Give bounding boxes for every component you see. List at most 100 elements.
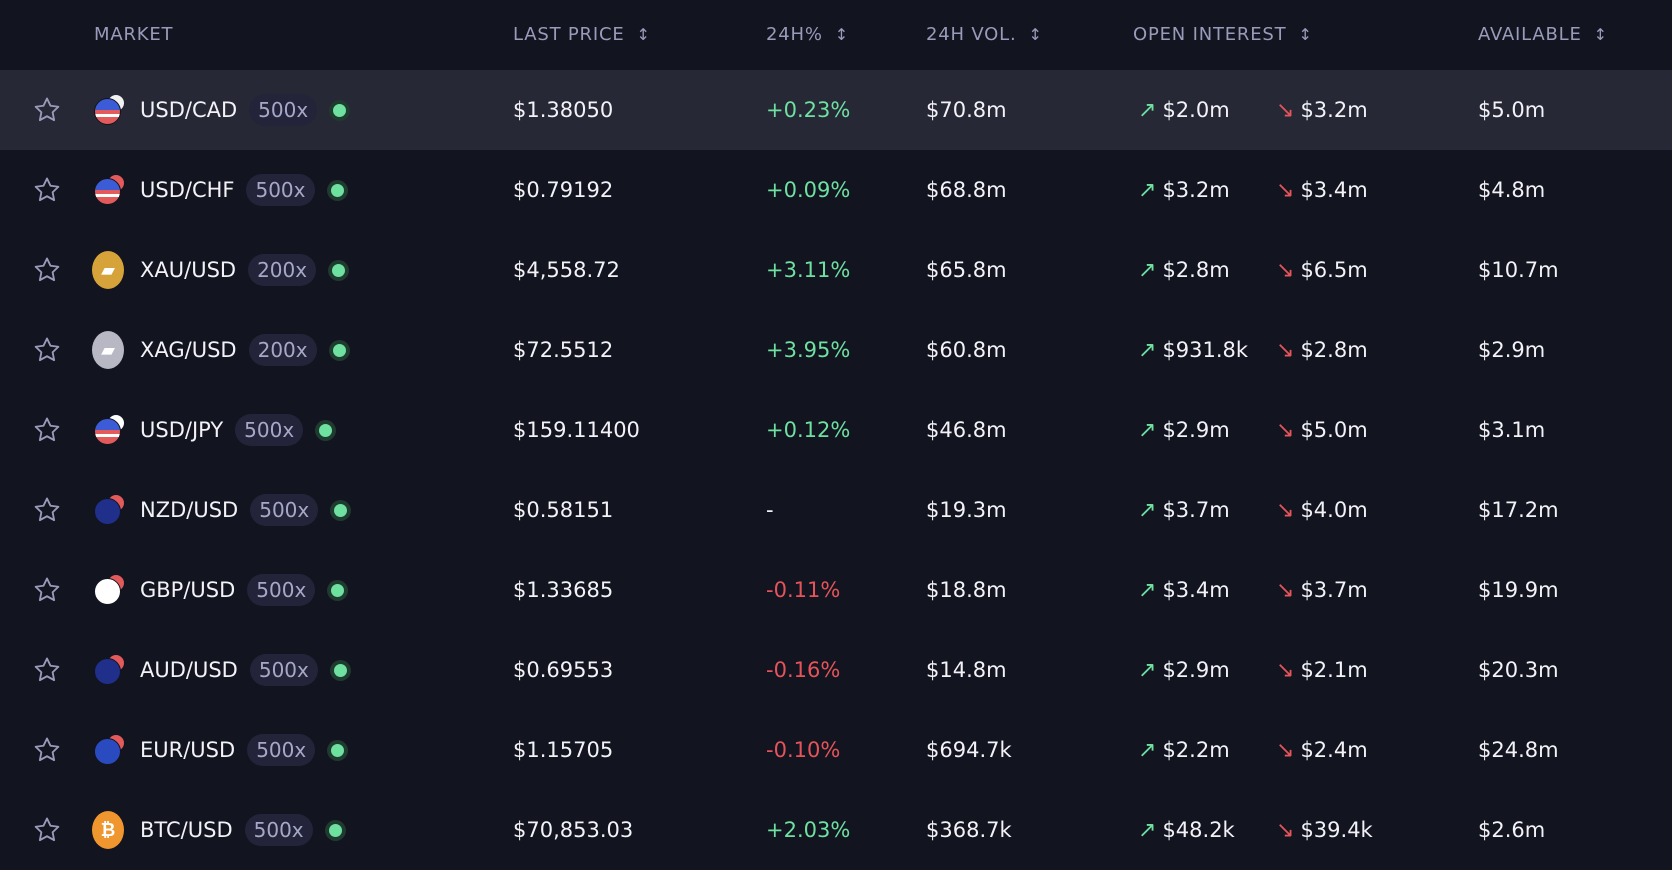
change-24h: -0.11% [766, 578, 841, 602]
favorite-star-icon[interactable] [30, 390, 64, 470]
open-interest-short: ↘ $6.5m [1276, 257, 1368, 283]
volume-24h: $18.8m [926, 578, 1007, 602]
volume-24h: $694.7k [926, 738, 1012, 762]
arrow-up-right-icon: ↗ [1138, 257, 1157, 283]
favorite-star-icon[interactable] [30, 230, 64, 310]
status-dot [332, 343, 346, 357]
available: $3.1m [1478, 418, 1546, 442]
open-interest-long: ↗ $2.9m [1138, 417, 1230, 443]
leverage-badge: 500x [235, 414, 304, 446]
sort-icon[interactable]: ↕ [834, 25, 849, 44]
market-name-cell[interactable]: BTC/USD 500x [140, 790, 342, 870]
arrow-up-right-icon: ↗ [1138, 97, 1157, 123]
arrow-down-right-icon: ↘ [1276, 577, 1295, 603]
market-name: XAU/USD [140, 258, 237, 282]
favorite-star-icon[interactable] [30, 150, 64, 230]
table-row[interactable]: EUR/USD 500x $1.15705 -0.10% $694.7k ↗ $2… [0, 710, 1672, 790]
status-dot [331, 583, 345, 597]
status-dot [333, 103, 347, 117]
favorite-star-icon[interactable] [30, 790, 64, 870]
table-row[interactable]: USD/CAD 500x $1.38050 +0.23% $70.8m ↗ $2.… [0, 70, 1672, 150]
arrow-down-right-icon: ↘ [1276, 657, 1295, 683]
leverage-badge: 500x [249, 94, 318, 126]
header-last-price[interactable]: LAST PRICE ↕ [513, 24, 651, 45]
table-row[interactable]: GBP/USD 500x $1.33685 -0.11% $18.8m ↗ $3.… [0, 550, 1672, 630]
sort-icon[interactable]: ↕ [1593, 25, 1608, 44]
market-name-cell[interactable]: AUD/USD 500x [140, 630, 347, 710]
table-row[interactable]: AUD/USD 500x $0.69553 -0.16% $14.8m ↗ $2.… [0, 630, 1672, 710]
last-price: $1.15705 [513, 738, 614, 762]
change-24h: -0.16% [766, 658, 841, 682]
favorite-star-icon[interactable] [30, 550, 64, 630]
favorite-star-icon[interactable] [30, 70, 64, 150]
table-row[interactable]: USD/CHF 500x $0.79192 +0.09% $68.8m ↗ $3.… [0, 150, 1672, 230]
favorite-star-icon[interactable] [30, 310, 64, 390]
market-name-cell[interactable]: GBP/USD 500x [140, 550, 345, 630]
arrow-up-right-icon: ↗ [1138, 657, 1157, 683]
leverage-badge: 200x [248, 254, 317, 286]
change-24h: +0.23% [766, 98, 851, 122]
us-ca-flags [94, 95, 124, 125]
header-24h-change[interactable]: 24H% ↕ [766, 24, 849, 45]
table-row[interactable]: ▰ XAU/USD 200x $4,558.72 +3.11% $65.8m ↗… [0, 230, 1672, 310]
us-jp-flags [94, 415, 124, 445]
market-name: BTC/USD [140, 818, 233, 842]
market-icon: ₿ [92, 790, 124, 870]
open-interest-long: ↗ $3.2m [1138, 177, 1230, 203]
header-available[interactable]: AVAILABLE ↕ [1478, 24, 1608, 45]
table-row[interactable]: NZD/USD 500x $0.58151 - $19.3m ↗ $3.7m ↘ $… [0, 470, 1672, 550]
market-name-cell[interactable]: XAG/USD 200x [140, 310, 346, 390]
header-market: MARKET [94, 24, 174, 45]
sort-icon[interactable]: ↕ [1028, 25, 1043, 44]
arrow-up-right-icon: ↗ [1138, 417, 1157, 443]
leverage-badge: 500x [244, 814, 313, 846]
open-interest-long: ↗ $2.2m [1138, 737, 1230, 763]
market-name-cell[interactable]: XAU/USD 200x [140, 230, 346, 310]
leverage-badge: 500x [246, 174, 315, 206]
change-24h: - [766, 498, 774, 522]
arrow-up-right-icon: ↗ [1138, 737, 1157, 763]
header-open-interest[interactable]: OPEN INTEREST ↕ [1133, 24, 1313, 45]
header-24h-volume[interactable]: 24H VOL. ↕ [926, 24, 1043, 45]
market-name: XAG/USD [140, 338, 237, 362]
sort-icon[interactable]: ↕ [1298, 25, 1313, 44]
table-row[interactable]: ₿ BTC/USD 500x $70,853.03 +2.03% $368.7k… [0, 790, 1672, 870]
volume-24h: $14.8m [926, 658, 1007, 682]
market-name: USD/CAD [140, 98, 238, 122]
market-name-cell[interactable]: EUR/USD 500x [140, 710, 345, 790]
arrow-down-right-icon: ↘ [1276, 337, 1295, 363]
change-24h: -0.10% [766, 738, 841, 762]
market-name-cell[interactable]: USD/JPY 500x [140, 390, 333, 470]
favorite-star-icon[interactable] [30, 470, 64, 550]
open-interest-long: ↗ $2.9m [1138, 657, 1230, 683]
arrow-up-right-icon: ↗ [1138, 817, 1157, 843]
open-interest-short: ↘ $5.0m [1276, 417, 1368, 443]
volume-24h: $19.3m [926, 498, 1007, 522]
leverage-badge: 200x [248, 334, 317, 366]
open-interest-short: ↘ $3.7m [1276, 577, 1368, 603]
favorite-star-icon[interactable] [30, 710, 64, 790]
last-price: $72.5512 [513, 338, 614, 362]
market-name: NZD/USD [140, 498, 239, 522]
last-price: $0.69553 [513, 658, 614, 682]
silver-icon: ▰ [92, 331, 124, 369]
market-name-cell[interactable]: USD/CAD 500x [140, 70, 347, 150]
available: $19.9m [1478, 578, 1559, 602]
favorite-star-icon[interactable] [30, 630, 64, 710]
market-name-cell[interactable]: USD/CHF 500x [140, 150, 344, 230]
change-24h: +0.09% [766, 178, 851, 202]
sort-icon[interactable]: ↕ [636, 25, 651, 44]
open-interest-short: ↘ $2.8m [1276, 337, 1368, 363]
volume-24h: $368.7k [926, 818, 1012, 842]
gold-icon: ▰ [92, 251, 124, 289]
table-row[interactable]: USD/JPY 500x $159.11400 +0.12% $46.8m ↗ $… [0, 390, 1672, 470]
market-name-cell[interactable]: NZD/USD 500x [140, 470, 348, 550]
volume-24h: $68.8m [926, 178, 1007, 202]
last-price: $159.11400 [513, 418, 640, 442]
status-dot [319, 423, 333, 437]
market-icon [94, 710, 124, 790]
open-interest-long: ↗ $3.7m [1138, 497, 1230, 523]
available: $4.8m [1478, 178, 1546, 202]
status-dot [332, 263, 346, 277]
table-row[interactable]: ▰ XAG/USD 200x $72.5512 +3.95% $60.8m ↗ $… [0, 310, 1672, 390]
